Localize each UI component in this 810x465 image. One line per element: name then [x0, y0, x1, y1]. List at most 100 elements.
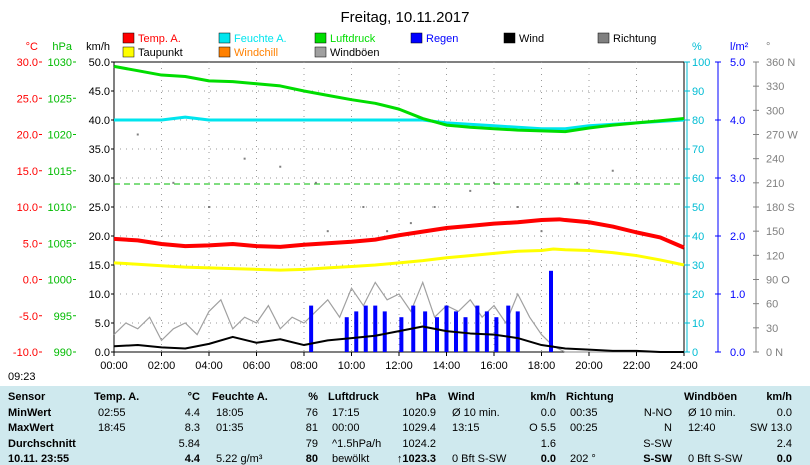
direction-point: [362, 206, 365, 208]
legend-swatch: [314, 46, 327, 58]
x-tick-label: 08:00: [290, 360, 318, 372]
wind-header: Wind: [448, 391, 475, 403]
wind_kmh-unit: km/h: [86, 41, 110, 53]
rain-bar: [484, 311, 489, 352]
rain-bar: [506, 305, 511, 352]
temp-header: Temp. A.: [94, 391, 140, 403]
legend-label: Richtung: [613, 33, 656, 45]
press-value: 1020.9: [402, 407, 436, 419]
press-value: 1024.2: [402, 438, 436, 450]
legend-swatch: [410, 32, 423, 44]
direction-point: [172, 181, 175, 184]
humidity_pct-tick-label: 0: [692, 347, 698, 359]
humidity_pct-unit: %: [692, 41, 702, 53]
gust-value: 2.4: [776, 438, 792, 450]
press-value: ↑1023.3: [396, 453, 436, 465]
direction-point: [469, 189, 472, 192]
temp_c-tick-label: 15.0: [17, 166, 38, 178]
direction-tick-label: 330: [766, 81, 784, 93]
pressure_hpa-unit: hPa: [52, 41, 72, 53]
direction-point: [540, 230, 543, 233]
legend-swatch: [122, 46, 135, 58]
rain_lm2-tick-label: 5.0: [730, 57, 745, 69]
direction-point: [493, 181, 495, 184]
rain_lm2-tick-label: 1.0: [730, 289, 745, 301]
legend-swatch: [597, 32, 610, 44]
dir-value: S-SW: [643, 438, 672, 450]
gust-value: 0.0: [776, 407, 792, 419]
hum-time: 18:05: [216, 407, 244, 419]
direction-point: [409, 222, 412, 225]
series-luftdruck: [113, 64, 685, 134]
hum-time: 01:35: [216, 422, 244, 434]
series-feuchte-a-: [114, 115, 685, 131]
wind_kmh-tick-label: 0.0: [95, 347, 110, 359]
gust-header: Windböen: [684, 391, 738, 403]
press-time: 00:00: [332, 422, 360, 434]
wind_kmh-tick-label: 25.0: [89, 202, 110, 214]
series-taupunkt: [113, 247, 685, 272]
temp_c-tick-label: 0.0: [23, 275, 38, 287]
wind_kmh-tick-label: 40.0: [89, 115, 110, 127]
x-tick-label: 22:00: [623, 360, 651, 372]
rain-bar: [515, 311, 520, 352]
x-tick-label: 02:00: [148, 360, 176, 372]
rain-bar: [354, 311, 359, 352]
wind-time: 13:15: [452, 422, 480, 434]
legend-label: Taupunkt: [138, 47, 183, 59]
rain-bar: [549, 270, 553, 352]
legend-label: Windböen: [330, 47, 380, 59]
direction-tick-label: 300: [766, 105, 784, 117]
direction-point: [314, 181, 317, 184]
rain-bar: [475, 305, 480, 352]
x-tick-label: 06:00: [243, 360, 271, 372]
direction-tick-label: 360 N: [766, 57, 795, 69]
wind_kmh-tick-label: 15.0: [89, 260, 110, 272]
temp_c-tick-label: 10.0: [17, 202, 38, 214]
rain_lm2-unit: l/m²: [730, 41, 749, 53]
rain-bar: [399, 317, 404, 352]
stats-table: Sensor MinWert MaxWert Durchschnitt 10.11. 2…: [0, 386, 810, 465]
direction-tick-label: 60: [766, 299, 778, 311]
row-label: Sensor: [8, 391, 46, 403]
legend-swatch: [218, 32, 231, 44]
legend-label: Luftdruck: [330, 33, 376, 45]
wind_kmh-tick-label: 10.0: [89, 289, 110, 301]
press-unit: hPa: [415, 391, 436, 403]
wind_kmh-tick-label: 20.0: [89, 231, 110, 243]
temp-time: 02:55: [98, 407, 126, 419]
direction-unit: °: [766, 41, 770, 53]
gust-unit: km/h: [766, 391, 792, 403]
x-tick-label: 10:00: [338, 360, 366, 372]
dir-value: S-SW: [643, 453, 672, 465]
pressure_hpa-tick-label: 990: [54, 347, 72, 359]
direction-point: [516, 206, 519, 208]
wind-value: 0.0: [540, 407, 556, 419]
humidity_pct-tick-label: 80: [692, 115, 704, 127]
humidity_pct-tick-label: 30: [692, 260, 704, 272]
weather-chart: Freitag, 10.11.2017 Temp. A. Feuchte A. Lu…: [13, 9, 798, 372]
direction-point: [576, 181, 579, 184]
temp_c-tick-label: 5.0: [23, 238, 38, 250]
pressure_hpa-tick-label: 1020: [48, 130, 72, 142]
pressure_hpa-tick-label: 1015: [48, 166, 72, 178]
hum-value: 81: [305, 422, 318, 434]
legend-label: Wind: [519, 33, 544, 45]
hum-value: 76: [305, 407, 318, 419]
temp_c-tick-label: -10.0: [13, 347, 38, 359]
direction-tick-label: 30: [766, 323, 778, 335]
wind-value: O 5.5: [529, 422, 556, 434]
row-label: Durchschnitt: [8, 438, 76, 450]
rain-bar: [344, 317, 349, 352]
direction-point: [386, 230, 389, 233]
gust-time: 12:40: [688, 422, 716, 434]
dir-value: N: [664, 422, 672, 434]
direction-point: [208, 206, 210, 208]
rain-bar: [463, 317, 468, 352]
humidity_pct-tick-label: 20: [692, 289, 704, 301]
gust-time: Ø 10 min.: [688, 407, 736, 419]
direction-tick-label: 240: [766, 154, 784, 166]
direction-point: [279, 165, 282, 168]
rain-bar: [382, 311, 387, 352]
humidity_pct-tick-label: 90: [692, 86, 704, 98]
